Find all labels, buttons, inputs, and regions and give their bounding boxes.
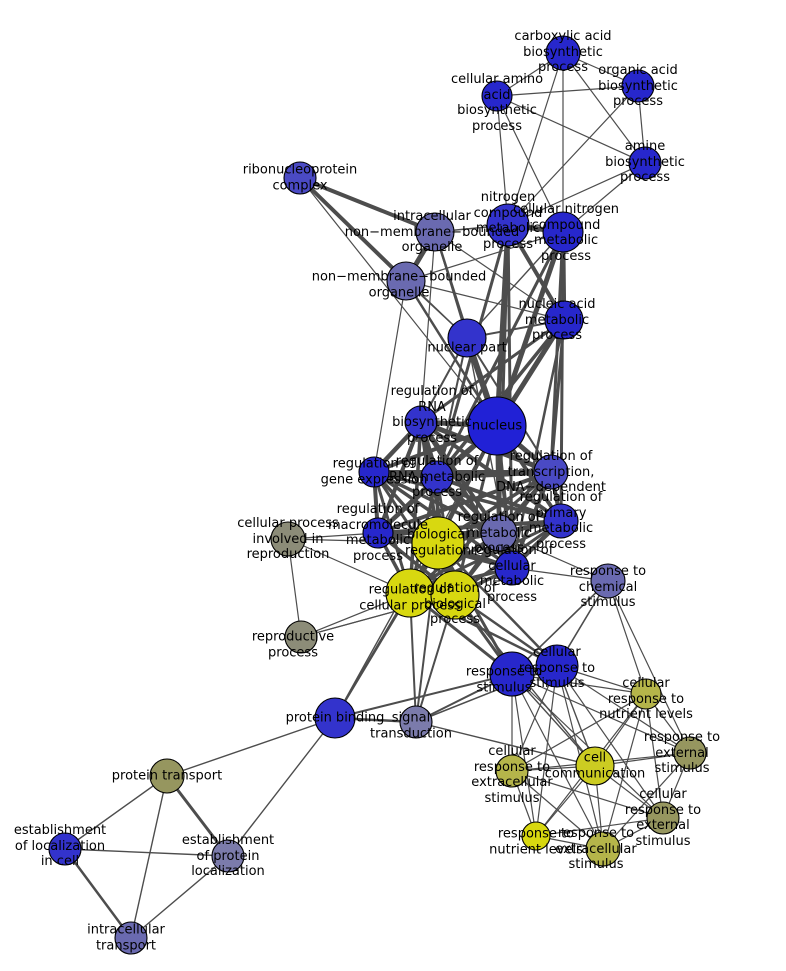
graph-node[interactable] xyxy=(543,503,579,539)
graph-node[interactable] xyxy=(114,921,148,955)
graph-edge xyxy=(497,223,510,535)
graph-edge xyxy=(511,673,604,850)
graph-node[interactable] xyxy=(420,460,454,494)
graph-edge xyxy=(436,541,559,668)
graph-edge xyxy=(602,752,691,850)
graph-node[interactable] xyxy=(590,563,626,599)
graph-edge xyxy=(511,673,691,754)
graph-edge xyxy=(130,855,229,939)
graph-node[interactable] xyxy=(358,456,390,488)
graph-node[interactable] xyxy=(673,736,707,770)
graph-edge xyxy=(511,693,647,772)
graph-edge xyxy=(498,532,609,582)
graph-node[interactable] xyxy=(411,516,465,570)
graph-node[interactable] xyxy=(489,651,535,697)
graph-edge xyxy=(496,95,509,226)
graph-edge xyxy=(496,85,639,97)
graph-edge xyxy=(166,717,336,777)
graph-edge xyxy=(415,721,596,767)
graph-edge xyxy=(419,318,566,424)
graph-edge xyxy=(64,775,168,850)
graph-edge xyxy=(434,231,565,321)
graph-node[interactable] xyxy=(486,203,530,247)
graph-node[interactable] xyxy=(399,705,433,739)
graph-node[interactable] xyxy=(630,678,662,710)
graph-edge xyxy=(405,280,565,321)
graph-edge xyxy=(562,52,646,164)
graph-edge xyxy=(373,280,407,473)
graph-node[interactable] xyxy=(545,35,581,71)
graph-edge xyxy=(511,673,537,837)
graph-edge xyxy=(372,470,501,535)
graph-edge xyxy=(435,475,563,523)
graph-edge xyxy=(408,420,423,595)
graph-edge xyxy=(496,95,646,164)
graph-edge xyxy=(299,177,498,427)
graph-edge xyxy=(507,85,639,226)
graph-node[interactable] xyxy=(646,801,680,835)
graph-edge xyxy=(511,770,664,819)
graph-node[interactable] xyxy=(481,80,513,112)
graph-edge xyxy=(549,318,566,474)
graph-node[interactable] xyxy=(621,69,655,103)
graph-node[interactable] xyxy=(270,521,306,557)
graph-edge xyxy=(556,665,664,819)
graph-node[interactable] xyxy=(494,550,530,586)
graph-edge xyxy=(556,665,691,754)
graph-node[interactable] xyxy=(544,300,584,340)
edge-layer xyxy=(63,52,691,940)
graph-node[interactable] xyxy=(149,758,185,794)
graph-edge xyxy=(535,817,664,837)
graph-node[interactable] xyxy=(430,570,480,620)
graph-edge xyxy=(466,231,564,339)
graph-edge xyxy=(607,580,691,754)
graph-node[interactable] xyxy=(284,620,318,654)
graph-node[interactable] xyxy=(415,212,455,252)
graph-edge xyxy=(372,470,563,523)
graph-node[interactable] xyxy=(535,644,579,688)
graph-edge xyxy=(511,770,604,850)
graph-node[interactable] xyxy=(447,318,487,358)
graph-edge xyxy=(607,580,647,695)
graph-node[interactable] xyxy=(467,396,527,456)
graph-node[interactable] xyxy=(495,754,529,788)
graph-node[interactable] xyxy=(480,514,518,552)
graph-edge xyxy=(298,176,437,234)
graph-node[interactable] xyxy=(362,517,394,549)
node-layer xyxy=(48,35,707,955)
graph-edge xyxy=(227,717,336,857)
graph-edge xyxy=(63,847,133,940)
graph-edge xyxy=(420,231,436,423)
graph-node[interactable] xyxy=(48,832,82,866)
graph-edge xyxy=(507,52,564,226)
graph-edge xyxy=(507,162,646,226)
graph-node[interactable] xyxy=(386,261,426,301)
graph-node[interactable] xyxy=(542,211,584,253)
graph-edge xyxy=(415,542,439,723)
graph-node[interactable] xyxy=(314,697,356,739)
graph-edge xyxy=(130,775,168,939)
graph-edge xyxy=(602,693,647,850)
graph-edge xyxy=(64,848,229,857)
graph-edge xyxy=(494,229,566,429)
graph-node[interactable] xyxy=(404,405,438,439)
graph-edge xyxy=(405,231,564,282)
graph-edge xyxy=(376,519,563,535)
graph-node[interactable] xyxy=(575,746,615,786)
graph-edge xyxy=(496,95,564,233)
graph-node[interactable] xyxy=(533,454,569,490)
graph-edge xyxy=(334,673,513,719)
graph-node[interactable] xyxy=(385,568,435,618)
graph-node[interactable] xyxy=(628,146,662,180)
graph-edge xyxy=(511,673,647,695)
graph-node[interactable] xyxy=(521,821,551,851)
graph-node[interactable] xyxy=(283,161,317,195)
graph-node[interactable] xyxy=(211,839,245,873)
graph-node[interactable] xyxy=(585,831,621,867)
